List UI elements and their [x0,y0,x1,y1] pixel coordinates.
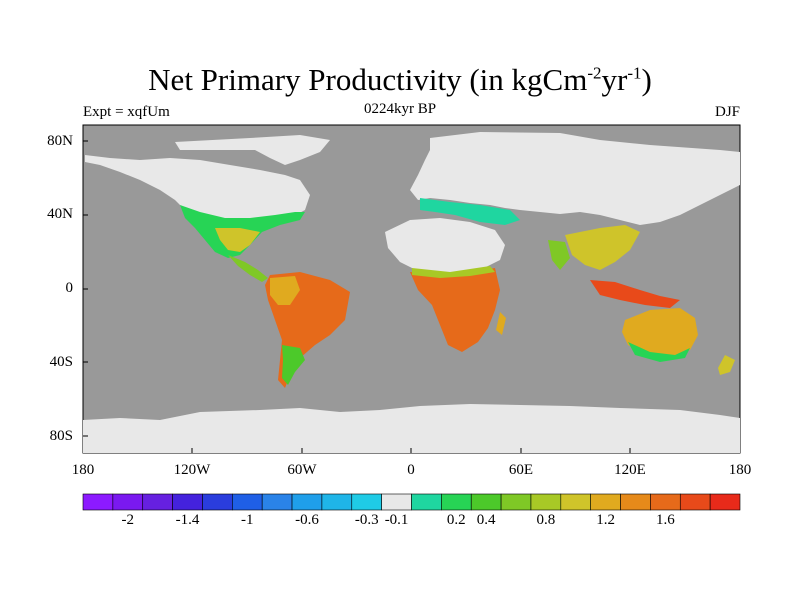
time-label: 0224kyr BP [363,101,437,117]
africa-sahara [385,218,505,275]
colorbar-label: -2 [121,512,135,528]
x-tick-0: 0 [407,462,415,478]
colorbar-swatch [441,493,472,511]
arctic-ice [175,135,330,165]
colorbar-label: -1 [241,512,254,528]
north-america-npp-high [215,228,260,252]
x-tick-60e: 60E [508,462,534,478]
x-tick-60w: 60W [287,462,317,478]
x-tick-180e: 180 [728,462,752,478]
colorbar-swatch [291,493,323,511]
africa-npp [410,268,500,352]
axis-ticks [83,140,631,453]
experiment-label: Expt = xqfUm [83,104,170,120]
eurasia-ice [410,132,740,225]
colorbar-swatch [142,493,173,511]
colorbar-swatch [82,493,114,511]
colorbar-swatch [590,493,621,511]
asia-npp [565,225,640,270]
colorbar-swatch [202,493,233,511]
australia-npp-low [628,342,690,362]
colorbar-swatch [232,493,263,511]
colorbar-swatch [112,493,144,511]
colorbar-label: 0.8 [536,512,556,528]
colorbar-swatch [261,493,293,511]
x-tick-180w: 180 [71,462,95,478]
colorbar-swatch [470,493,502,511]
map-title: Net Primary Productivity (in kgCm-2yr-1) [148,62,652,97]
colorbar-label: -0.6 [295,512,319,528]
north-america-land [85,155,310,225]
colorbar-label: -1.4 [175,512,200,528]
colorbar-label: 1.6 [655,512,675,528]
europe-npp [420,198,520,225]
madagascar [496,312,506,335]
colorbar-label: 1.2 [596,512,615,528]
new-zealand [718,355,735,375]
colorbar-swatch [650,493,681,511]
x-tick-120e: 120E [614,462,646,478]
colorbar [82,493,741,511]
y-tick-40s: 40S [49,354,73,370]
south-america-npp-mid [270,276,300,305]
colorbar-swatch [560,493,591,511]
colorbar-swatch [679,493,711,511]
x-tick-120w: 120W [173,462,211,478]
india-npp [548,240,570,270]
colorbar-swatch [530,493,562,511]
y-tick-80n: 80N [47,133,73,149]
colorbar-swatch [321,493,353,511]
colorbar-swatch [709,493,741,511]
y-tick-40n: 40N [47,206,73,222]
central-america-npp [228,255,268,282]
season-label: DJF [714,104,740,120]
colorbar-label: -0.1 [384,512,409,528]
y-tick-80s: 80S [49,428,73,444]
antarctica [83,404,740,453]
colorbar-swatch [381,493,412,511]
colorbar-swatch [351,493,382,511]
south-america-south [282,345,305,385]
colorbar-label: -0.3 [354,512,379,528]
colorbar-swatch [500,493,532,511]
colorbar-swatch [172,493,203,511]
colorbar-swatch [620,493,651,511]
colorbar-swatch [411,493,442,511]
se-asia-npp [590,280,680,308]
colorbar-label: 0.2 [446,512,466,528]
colorbar-label: 0.4 [476,512,496,528]
australia-land [622,308,698,358]
africa-npp-band [412,266,495,278]
y-tick-0: 0 [65,280,74,296]
